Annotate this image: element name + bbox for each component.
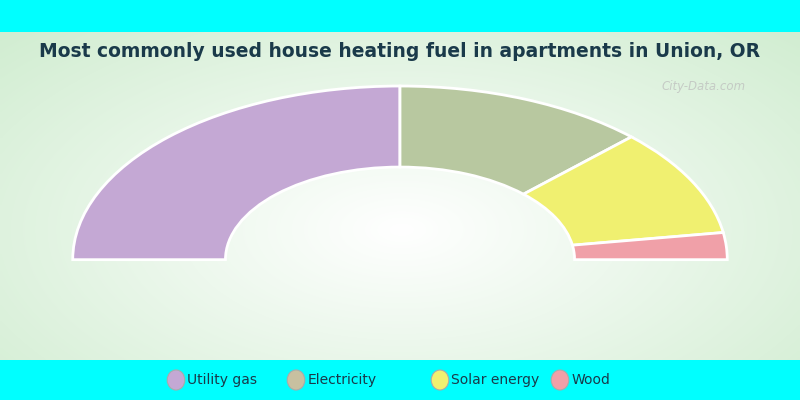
Wedge shape [73,86,400,260]
Text: City-Data.com: City-Data.com [662,80,746,92]
Text: Most commonly used house heating fuel in apartments in Union, OR: Most commonly used house heating fuel in… [39,42,761,61]
Text: Wood: Wood [571,373,610,387]
Ellipse shape [167,370,185,390]
Wedge shape [400,86,631,194]
Text: Solar energy: Solar energy [451,373,539,387]
Wedge shape [572,232,727,260]
Ellipse shape [551,370,569,390]
Ellipse shape [431,370,449,390]
Ellipse shape [287,370,305,390]
Wedge shape [523,137,723,245]
Text: Electricity: Electricity [307,373,376,387]
Text: Utility gas: Utility gas [187,373,258,387]
